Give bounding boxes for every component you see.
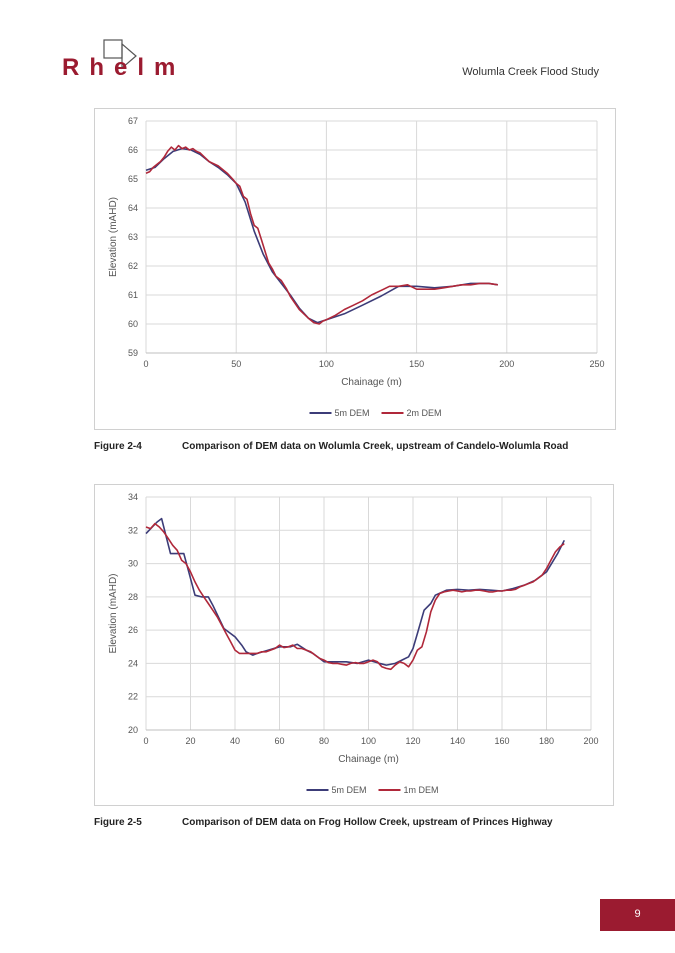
x-axis-label: Chainage (m) [341, 377, 402, 388]
x-tick-label: 20 [185, 736, 195, 746]
y-tick-label: 20 [128, 725, 138, 735]
chart-svg: 20 22 24 26 28 30 32 34 0 20 40 60 80 100 120 140 160 180… [108, 492, 599, 795]
x-tick-label: 180 [539, 736, 554, 746]
y-tick-label: 64 [128, 203, 138, 213]
series-line-5m-dem [145, 147, 498, 324]
page-number-badge: 9 [600, 899, 675, 931]
y-axis-label: Elevation (mAHD) [108, 573, 119, 653]
y-tick-label: 24 [128, 658, 138, 668]
x-tick-label: 100 [319, 359, 334, 369]
x-tick-label: 140 [450, 736, 465, 746]
y-tick-label: 65 [128, 174, 138, 184]
caption-text: Comparison of DEM data on Wolumla Creek,… [182, 441, 569, 452]
caption-number: Figure 2-4 [94, 441, 142, 452]
page-number: 9 [634, 908, 641, 920]
x-axis-label: Chainage (m) [338, 754, 399, 765]
logo-wordmark: Rhelm [62, 54, 185, 81]
x-tick-label: 250 [589, 359, 604, 369]
caption-number: Figure 2-5 [94, 817, 142, 828]
y-tick-label: 62 [128, 261, 138, 271]
document-title: Wolumla Creek Flood Study [462, 66, 599, 78]
y-tick-label: 28 [128, 592, 138, 602]
y-tick-label: 22 [128, 692, 138, 702]
x-tick-label: 150 [409, 359, 424, 369]
series-line-1m-dem [145, 522, 565, 671]
figure-caption: Figure 2-5 Comparison of DEM data on Frog… [94, 817, 553, 828]
rhelm-logo: Rhelm [62, 38, 185, 81]
y-tick-label: 67 [128, 116, 138, 126]
y-tick-label: 66 [128, 145, 138, 155]
chart-figure-2-4: 59 60 61 62 63 64 65 66 67 0 50 100 150 200 250 Chainag… [94, 108, 616, 430]
x-tick-label: 160 [494, 736, 509, 746]
x-tick-label: 120 [405, 736, 420, 746]
chart-svg: 59 60 61 62 63 64 65 66 67 0 50 100 150 200 250 Chainag… [108, 116, 605, 418]
x-tick-label: 80 [319, 736, 329, 746]
y-tick-label: 26 [128, 625, 138, 635]
legend-entry: 2m DEM [407, 408, 442, 418]
y-tick-label: 63 [128, 232, 138, 242]
figure-caption: Figure 2-4 Comparison of DEM data on Wolu… [94, 441, 568, 452]
x-tick-label: 40 [230, 736, 240, 746]
x-tick-label: 200 [499, 359, 514, 369]
y-tick-label: 59 [128, 348, 138, 358]
y-axis-label: Elevation (mAHD) [108, 197, 119, 277]
y-tick-label: 34 [128, 492, 138, 502]
legend-entry: 1m DEM [404, 785, 439, 795]
x-tick-label: 0 [143, 359, 148, 369]
y-tick-label: 61 [128, 290, 138, 300]
legend-entry: 5m DEM [332, 785, 367, 795]
y-tick-label: 32 [128, 525, 138, 535]
x-tick-label: 50 [231, 359, 241, 369]
series-line-2m-dem [145, 144, 498, 325]
chart-figure-2-5: 20 22 24 26 28 30 32 34 0 20 40 60 80 100 120 140 160 180… [94, 484, 614, 806]
x-tick-label: 0 [143, 736, 148, 746]
x-tick-label: 60 [274, 736, 284, 746]
caption-text: Comparison of DEM data on Frog Hollow Cr… [182, 817, 553, 828]
y-tick-label: 30 [128, 559, 138, 569]
x-tick-label: 200 [583, 736, 598, 746]
logo-graphic: Rhelm [62, 39, 185, 81]
legend-entry: 5m DEM [335, 408, 370, 418]
x-tick-label: 100 [361, 736, 376, 746]
y-tick-label: 60 [128, 319, 138, 329]
